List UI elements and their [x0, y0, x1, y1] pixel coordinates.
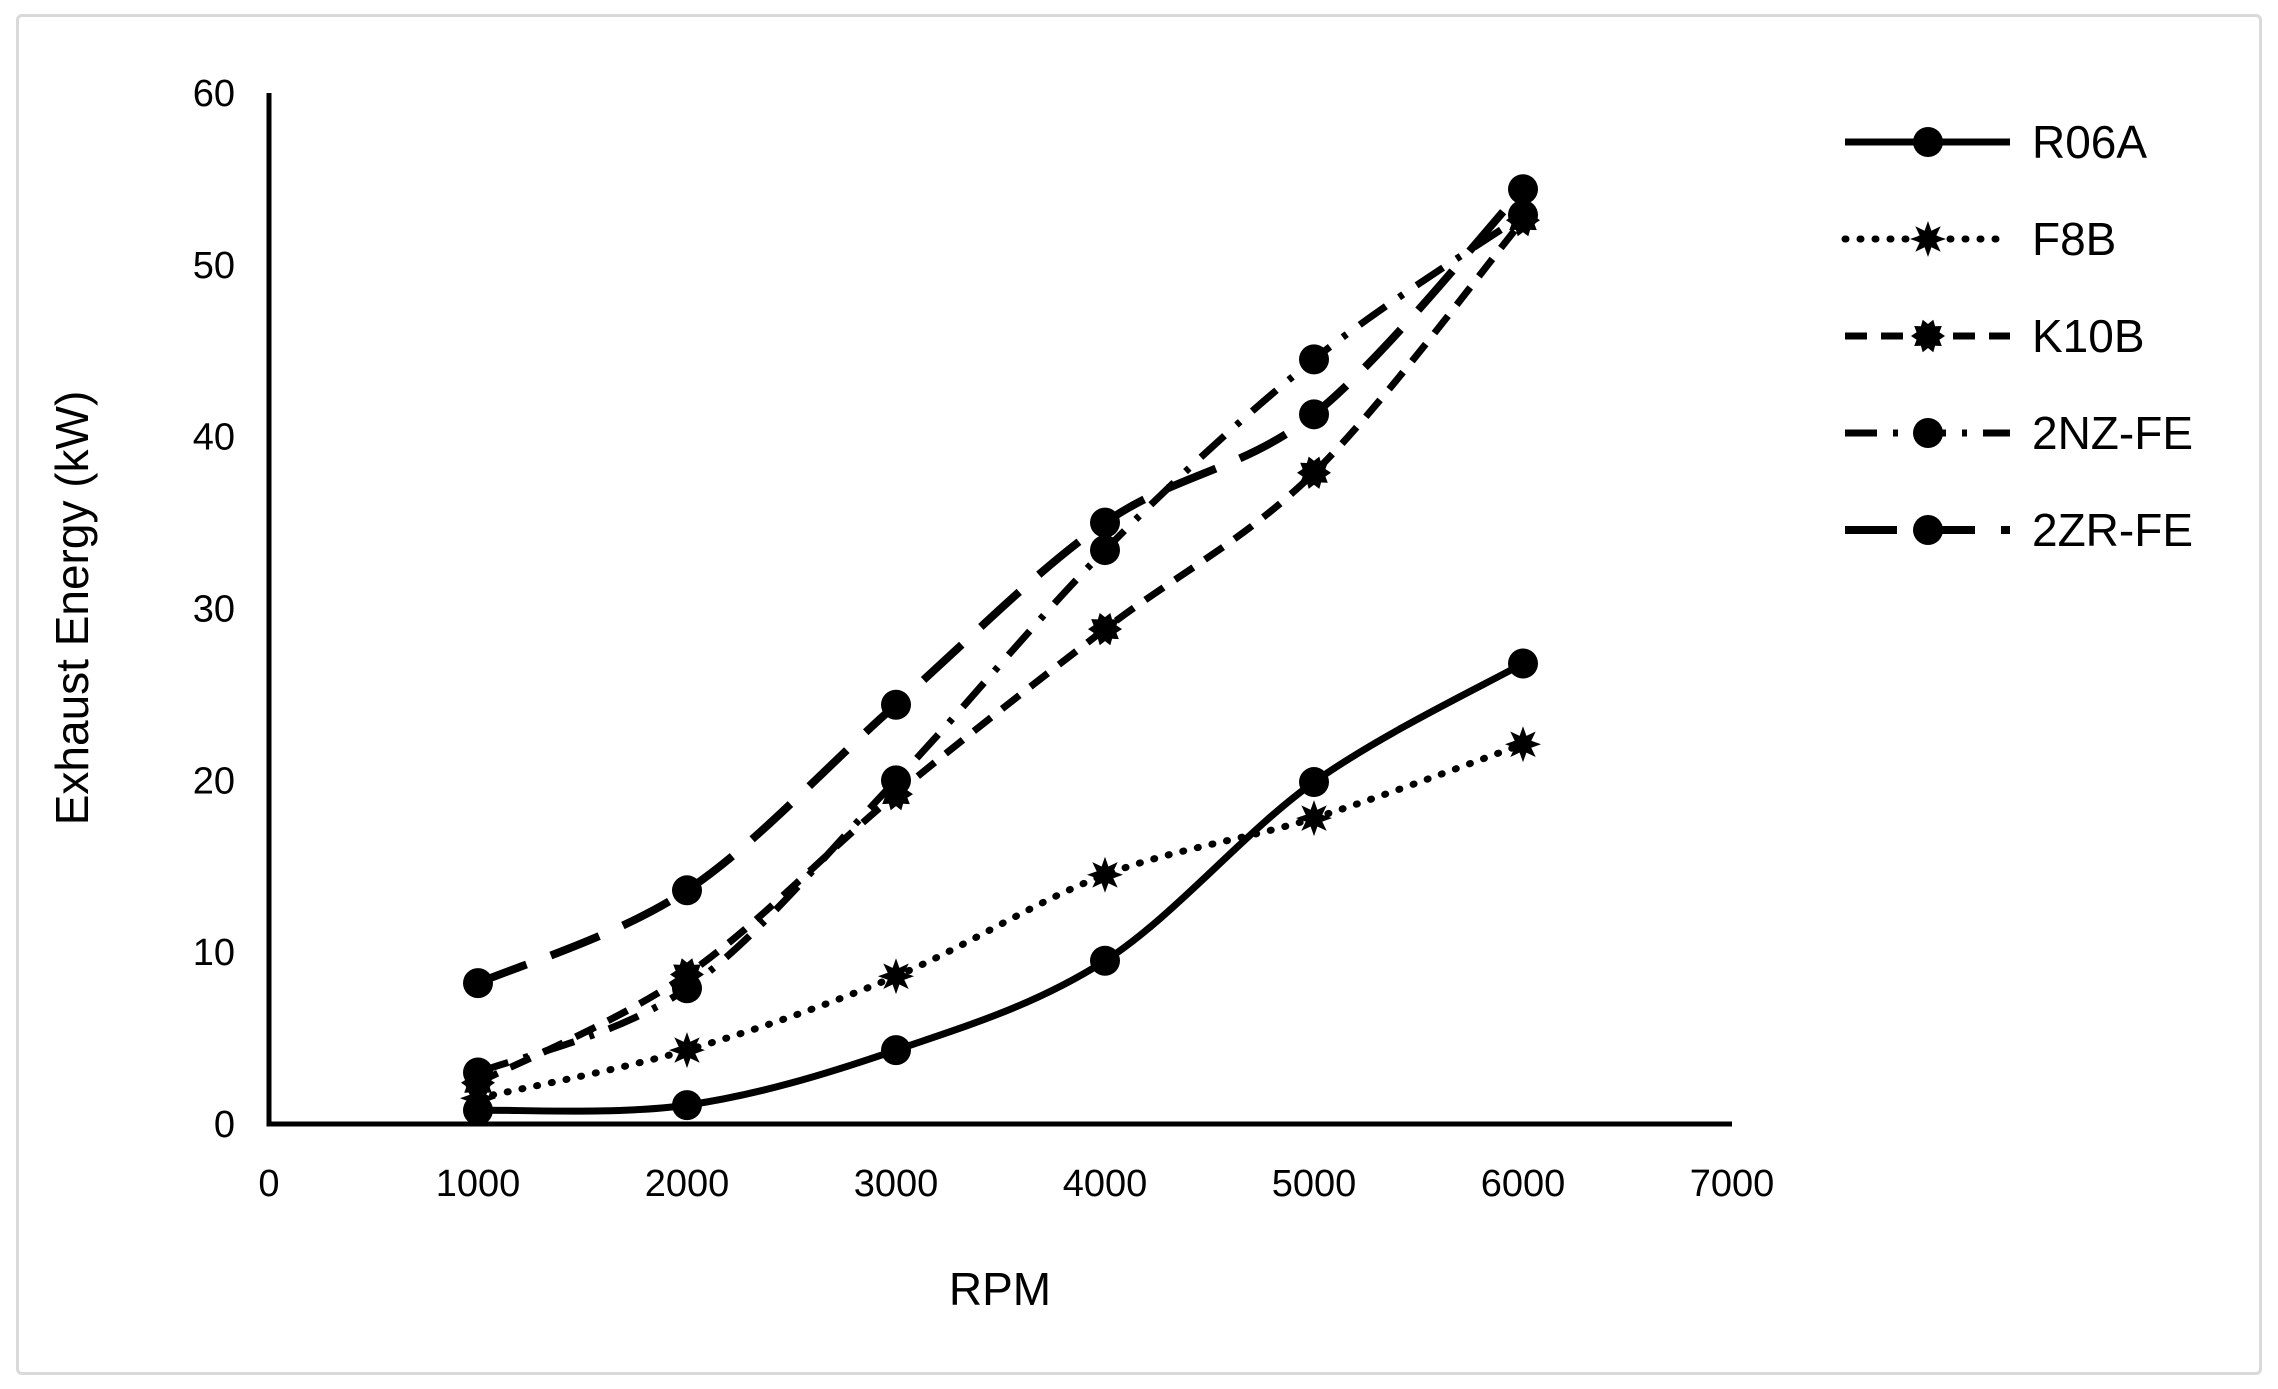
axes: 0 10 20 30 40 50 60 0 1000 2000 3000 4000 5000 6000 70… — [193, 73, 1775, 1205]
data-series — [460, 174, 1541, 1126]
x-axis-title: RPM — [949, 1263, 1051, 1315]
legend-label: R06A — [2032, 116, 2147, 168]
data-point-r06a-6000 — [1508, 648, 1538, 679]
data-point-f8b-2000 — [669, 1032, 705, 1069]
x-tick-label: 3000 — [854, 1163, 939, 1205]
y-tick-label: 20 — [193, 760, 235, 802]
series-line-2nz-fe — [476, 212, 1525, 1076]
legend-label: 2NZ-FE — [2032, 407, 2193, 459]
data-point-f8b-4000 — [1087, 856, 1123, 893]
data-point-2nz-fe-5000 — [1299, 344, 1329, 375]
legend-marker-2zr-fe — [1913, 515, 1943, 545]
legend: R06A F8B K10B 2NZ-FE 2ZR-FE — [1841, 116, 2193, 556]
data-point-r06a-2000 — [672, 1090, 702, 1121]
y-tick-label: 60 — [193, 73, 235, 115]
data-point-2nz-fe-6000 — [1508, 200, 1538, 231]
legend-item-2nz-fe: 2NZ-FE — [1845, 407, 2193, 459]
data-point-2zr-fe-3000 — [881, 689, 911, 720]
x-tick-label: 1000 — [436, 1163, 521, 1205]
data-point-r06a-5000 — [1299, 767, 1329, 798]
y-tick-label: 10 — [193, 932, 235, 974]
data-point-2zr-fe-1000 — [463, 968, 493, 999]
data-point-k10b-5000 — [1297, 456, 1331, 489]
legend-item-f8b: F8B — [1841, 213, 2116, 265]
x-tick-label: 5000 — [1272, 1163, 1357, 1205]
legend-marker-r06a — [1913, 127, 1943, 157]
data-point-2zr-fe-2000 — [672, 875, 702, 906]
y-axis-title: Exhaust Energy (kW) — [46, 391, 98, 826]
series-line-2zr-fe — [476, 186, 1526, 987]
legend-item-k10b: K10B — [1845, 310, 2145, 362]
data-point-f8b-3000 — [878, 958, 914, 995]
data-point-2zr-fe-5000 — [1299, 399, 1329, 430]
legend-marker-k10b — [1911, 319, 1945, 353]
data-point-f8b-6000 — [1505, 726, 1541, 763]
y-tick-label: 0 — [214, 1104, 235, 1146]
x-tick-label: 6000 — [1481, 1163, 1566, 1205]
data-point-2nz-fe-1000 — [463, 1057, 493, 1088]
legend-label: F8B — [2032, 213, 2116, 265]
x-tick-label: 7000 — [1690, 1163, 1775, 1205]
x-tick-label: 2000 — [645, 1163, 730, 1205]
series-line-r06a — [477, 660, 1525, 1115]
legend-item-r06a: R06A — [1845, 116, 2147, 168]
y-tick-label: 50 — [193, 245, 235, 287]
data-point-2nz-fe-4000 — [1090, 535, 1120, 566]
data-point-2nz-fe-3000 — [881, 765, 911, 796]
data-point-f8b-5000 — [1296, 800, 1332, 837]
axis-lines — [266, 93, 1732, 1127]
legend-marker-f8b — [1910, 221, 1946, 257]
data-point-k10b-4000 — [1088, 613, 1122, 646]
x-tick-label: 4000 — [1063, 1163, 1148, 1205]
y-tick-label: 40 — [193, 417, 235, 459]
legend-item-2zr-fe: 2ZR-FE — [1845, 504, 2193, 556]
data-point-2zr-fe-6000 — [1508, 174, 1538, 205]
data-point-2nz-fe-2000 — [672, 973, 702, 1004]
legend-label: 2ZR-FE — [2032, 504, 2193, 556]
x-tick-label: 0 — [258, 1163, 279, 1205]
legend-label: K10B — [2032, 310, 2145, 362]
data-point-2zr-fe-4000 — [1090, 507, 1120, 538]
series-line-k10b — [476, 217, 1526, 1086]
series-line-f8b — [474, 740, 1527, 1102]
data-point-r06a-4000 — [1090, 945, 1120, 976]
legend-marker-2nz-fe — [1913, 418, 1943, 448]
y-tick-label: 30 — [193, 589, 235, 631]
data-point-r06a-3000 — [881, 1035, 911, 1066]
